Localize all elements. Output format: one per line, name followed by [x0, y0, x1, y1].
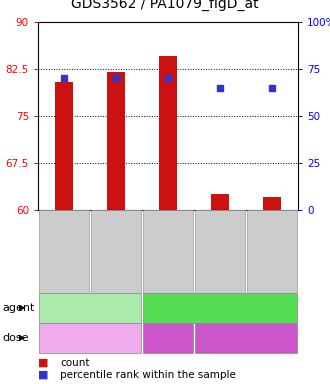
Text: ▶: ▶ — [19, 333, 25, 343]
Text: ■: ■ — [38, 358, 49, 368]
Text: agent: agent — [2, 303, 34, 313]
Text: GSM319876: GSM319876 — [215, 224, 224, 279]
Text: GDS3562 / PA1079_flgD_at: GDS3562 / PA1079_flgD_at — [71, 0, 259, 11]
Text: GSM319878: GSM319878 — [268, 224, 277, 279]
Text: dose: dose — [2, 333, 28, 343]
Text: count: count — [60, 358, 89, 368]
Text: ■: ■ — [38, 370, 49, 380]
Text: 0.5
ug/ml: 0.5 ug/ml — [154, 327, 182, 349]
Text: azithromycin: azithromycin — [184, 303, 256, 313]
Text: GSM319875: GSM319875 — [163, 224, 173, 279]
Bar — [159, 56, 177, 210]
Text: percentile rank within the sample: percentile rank within the sample — [60, 370, 236, 380]
Bar — [107, 72, 125, 210]
Bar — [263, 197, 281, 210]
Text: GSM319877: GSM319877 — [112, 224, 120, 279]
Text: 2 ug/ml: 2 ug/ml — [227, 333, 265, 343]
Text: GSM319874: GSM319874 — [59, 224, 69, 279]
Bar — [211, 194, 229, 210]
Text: 0 ug/ml: 0 ug/ml — [71, 333, 109, 343]
Text: control: control — [71, 303, 109, 313]
Bar — [55, 81, 73, 210]
Text: ▶: ▶ — [19, 303, 25, 313]
